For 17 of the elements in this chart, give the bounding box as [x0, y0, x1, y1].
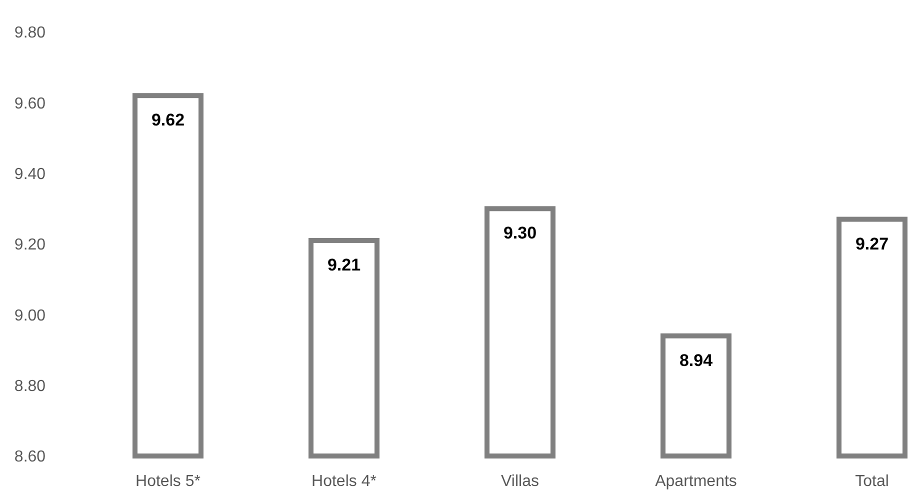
data-label: 9.30 — [503, 224, 537, 243]
y-tick-label: 9.00 — [14, 307, 46, 324]
x-tick-label: Total — [855, 473, 889, 490]
y-tick-label: 9.20 — [14, 236, 46, 254]
y-tick-label: 9.60 — [14, 95, 46, 112]
x-tick-label: Villas — [501, 473, 539, 490]
x-tick-label: Apartments — [655, 473, 737, 490]
y-tick-label: 8.80 — [14, 378, 46, 395]
data-label: 9.21 — [327, 255, 361, 274]
y-tick-label: 9.80 — [14, 24, 46, 42]
y-tick-label: 9.40 — [14, 166, 46, 183]
data-label: 9.62 — [151, 110, 185, 130]
data-label: 8.94 — [679, 350, 714, 370]
x-tick-label: Hotels 5* — [136, 473, 200, 490]
x-tick-label: Hotels 4* — [312, 473, 376, 490]
y-tick-label: 8.60 — [14, 448, 46, 466]
data-label: 9.27 — [855, 234, 889, 254]
